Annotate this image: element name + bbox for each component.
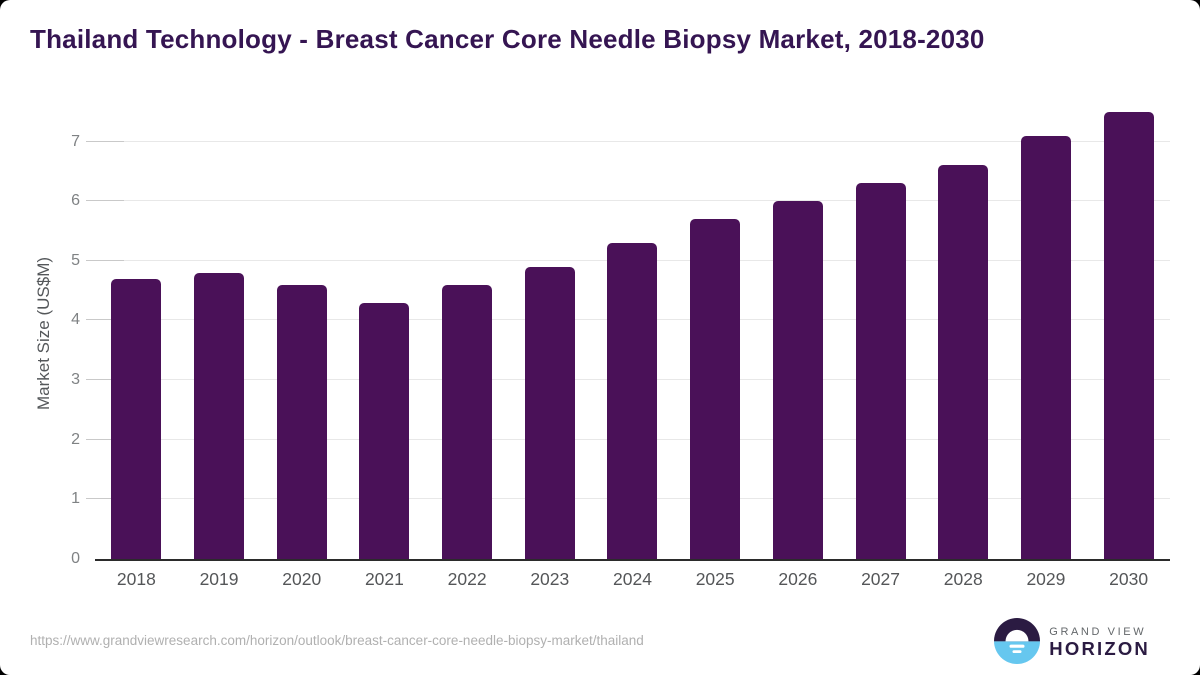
- bar-slot-2029: [1005, 107, 1088, 559]
- bar-slot-2026: [757, 107, 840, 559]
- grandview-horizon-logo: GRAND VIEW HORIZON: [994, 618, 1150, 664]
- logo-product-name: HORIZON: [1049, 638, 1150, 659]
- x-label-2026: 2026: [778, 569, 818, 589]
- plot-area: 0 1 2 3 4 5 6 7: [71, 107, 1170, 567]
- bar-slot-2023: [508, 107, 591, 559]
- y-tick-label-0: 0: [71, 550, 80, 567]
- source-url: https://www.grandviewresearch.com/horizo…: [30, 633, 644, 648]
- y-tickmark-7: [86, 140, 124, 142]
- x-label-2024: 2024: [613, 569, 652, 589]
- x-label-2030: 2030: [1109, 569, 1149, 589]
- x-label-2021: 2021: [364, 569, 404, 589]
- y-tick-label-5: 5: [71, 251, 80, 269]
- x-label-2029: 2029: [1026, 569, 1066, 589]
- x-label-2022: 2022: [447, 569, 487, 589]
- logo-brand-name: GRAND VIEW: [1049, 626, 1147, 638]
- y-tick-label-7: 7: [71, 132, 80, 150]
- bar-2030: [1103, 111, 1154, 559]
- bar-2027: [855, 183, 906, 559]
- x-label-2020: 2020: [282, 569, 322, 589]
- bar-2029: [1020, 135, 1071, 559]
- bars: [95, 107, 1170, 559]
- bar-slot-2027: [839, 107, 922, 559]
- bar-slot-2030: [1087, 107, 1170, 559]
- x-label-2028: 2028: [943, 569, 983, 589]
- y-tickmark-3: [86, 379, 124, 381]
- bar-2028: [938, 165, 989, 559]
- y-tickmark-6: [86, 200, 124, 202]
- bar-slot-2024: [591, 107, 674, 559]
- bar-2022: [442, 284, 493, 559]
- y-tick-label-4: 4: [71, 311, 80, 329]
- horizon-sun-icon: [994, 618, 1041, 664]
- y-tickmark-4: [86, 319, 124, 321]
- y-tickmark-2: [86, 438, 124, 440]
- bar-slot-2028: [922, 107, 1005, 559]
- bar-2018: [111, 278, 162, 559]
- bar-2024: [607, 242, 658, 559]
- bar-slot-2018: [95, 107, 178, 559]
- y-tick-label-3: 3: [71, 371, 80, 389]
- x-axis-labels: 2018 2019 2020 2021 2022 2023 2024 2025 2026 2027…: [95, 567, 1170, 591]
- logo-wordmark: GRAND VIEW HORIZON: [1049, 623, 1150, 659]
- bar-slot-2020: [260, 107, 343, 559]
- y-tick-label-6: 6: [71, 192, 80, 210]
- y-tick-label-1: 1: [71, 490, 80, 508]
- bar-2019: [194, 272, 245, 559]
- bar-slot-2025: [674, 107, 757, 559]
- bar-2025: [690, 219, 741, 559]
- gridline-7: [95, 140, 1170, 142]
- x-label-2025: 2025: [695, 569, 735, 589]
- bar-2020: [276, 284, 327, 559]
- y-tick-label-2: 2: [71, 430, 80, 448]
- x-label-2023: 2023: [530, 569, 570, 589]
- bar-slot-2022: [426, 107, 509, 559]
- x-label-2019: 2019: [199, 569, 239, 589]
- bar-slot-2019: [178, 107, 261, 559]
- gridline-6: [95, 200, 1170, 202]
- bar-2026: [772, 201, 823, 559]
- x-label-2018: 2018: [116, 569, 156, 589]
- y-tickmark-5: [86, 259, 124, 261]
- x-label-2027: 2027: [861, 569, 900, 589]
- bar-2021: [359, 302, 410, 559]
- chart-title: Thailand Technology - Breast Cancer Core…: [30, 24, 985, 54]
- bar-slot-2021: [343, 107, 426, 559]
- bar-2023: [524, 266, 575, 559]
- y-tickmark-1: [86, 498, 124, 500]
